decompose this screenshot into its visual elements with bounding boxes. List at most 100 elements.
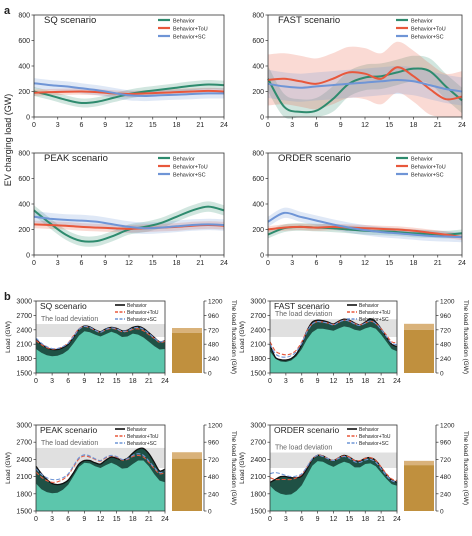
x-tick-label: 21 [377, 516, 385, 523]
x-tick-label: 9 [339, 260, 343, 267]
y-tick-label: 1800 [16, 491, 32, 498]
legend-label: Behavior+ToU [359, 310, 391, 316]
y-tick-label: 1500 [250, 371, 266, 378]
right-tick-label: 1200 [440, 299, 455, 306]
x-tick-label: 6 [80, 260, 84, 267]
right-axis-label: The load fluctuation (GW) [462, 431, 469, 505]
base-load-area [270, 461, 397, 511]
chart-title: ORDER scenario [278, 153, 351, 164]
x-tick-label: 18 [129, 516, 137, 523]
x-tick-label: 6 [66, 378, 70, 385]
x-tick-label: 18 [173, 122, 181, 129]
y-tick-label: 2100 [250, 474, 266, 481]
x-tick-label: 0 [32, 260, 36, 267]
y-tick-label: 2700 [250, 313, 266, 320]
x-tick-label: 0 [34, 378, 38, 385]
x-tick-label: 12 [361, 260, 369, 267]
series-line-behavior [35, 447, 166, 486]
fluctuation-bar [172, 332, 202, 373]
y-tick-label: 200 [252, 227, 264, 234]
fluctuation-bar-upper [404, 323, 434, 330]
right-tick-label: 720 [440, 327, 451, 334]
legend-label: Behavior [173, 19, 195, 25]
x-tick-label: 9 [316, 378, 320, 385]
legend-label: Behavior [411, 157, 433, 163]
y-tick-label: 400 [18, 64, 30, 71]
right-tick-label: 1200 [208, 423, 223, 430]
legend-label: Behavior+SC [359, 441, 389, 447]
fluctuation-bar [404, 329, 434, 373]
right-tick-label: 960 [208, 440, 219, 447]
panel-b-label: b [4, 291, 11, 303]
y-tick-label: 600 [18, 38, 30, 45]
legend-label: Behavior+ToU [127, 310, 159, 316]
legend-label: Behavior+SC [127, 317, 157, 323]
x-tick-label: 12 [125, 260, 133, 267]
x-tick-label: 3 [290, 122, 294, 129]
x-tick-label: 9 [82, 516, 86, 523]
x-tick-label: 15 [113, 516, 121, 523]
y-tick-label: 800 [252, 151, 264, 158]
x-tick-label: 0 [32, 122, 36, 129]
legend-label: Behavior+ToU [173, 165, 208, 171]
x-tick-label: 24 [161, 378, 169, 385]
right-tick-label: 720 [208, 457, 219, 464]
legend-label: Behavior+ToU [411, 27, 446, 33]
fluctuation-bar-upper [172, 452, 202, 459]
y-tick-label: 1500 [250, 509, 266, 516]
y-tick-label: 600 [18, 176, 30, 183]
y-tick-label: 600 [252, 176, 264, 183]
x-tick-label: 3 [50, 378, 54, 385]
right-tick-label: 1200 [440, 423, 455, 430]
x-tick-label: 0 [266, 260, 270, 267]
x-tick-label: 9 [339, 122, 343, 129]
right-tick-label: 720 [440, 457, 451, 464]
chart-title: ORDER scenario [274, 425, 339, 435]
x-tick-label: 24 [220, 260, 228, 267]
legend-label: Behavior+SC [173, 35, 206, 41]
y-tick-label: 1800 [250, 356, 266, 363]
x-tick-label: 15 [385, 260, 393, 267]
right-axis-label: The load fluctuation (GW) [230, 431, 237, 505]
y-tick-label: 1800 [16, 356, 32, 363]
fluctuation-bar-upper [404, 460, 434, 466]
base-load-area [36, 460, 165, 511]
legend-label: Behavior [411, 19, 433, 25]
y-tick-label: 3000 [16, 423, 32, 430]
legend-label: Behavior [127, 427, 147, 433]
y-axis-label: Load (GW) [239, 452, 246, 484]
right-tick-label: 960 [440, 313, 451, 320]
area-chart-order-scenario: 0 3 6 9 12 15 18 21 24150018002100240027003000Th… [239, 423, 469, 524]
line-chart-peak-scenario: 0 3 6 9 12 15 18 21 24 0 200 400 600 800 PEAK scenario… [18, 151, 228, 268]
x-tick-label: 3 [50, 516, 54, 523]
y-tick-label: 2100 [16, 342, 32, 349]
x-tick-label: 21 [434, 260, 442, 267]
x-tick-label: 6 [300, 516, 304, 523]
legend-label: Behavior+ToU [173, 27, 208, 33]
x-tick-label: 6 [66, 516, 70, 523]
fluctuation-bar [172, 458, 202, 511]
line-chart-sq-scenario: 0 3 6 9 12 15 18 21 24 0 200 400 600 800 SQ scenario Be… [18, 13, 228, 130]
y-axis-label: Load (GW) [5, 321, 12, 353]
series-line-behavior-tou [267, 225, 463, 239]
right-tick-label: 240 [440, 491, 451, 498]
series-line-behavior-sc [267, 211, 463, 239]
series-line-behavior-tou [267, 66, 463, 101]
y-tick-label: 2100 [16, 474, 32, 481]
x-tick-label: 12 [97, 516, 105, 523]
load-deviation-annotation: The load deviation [41, 440, 98, 447]
x-tick-label: 21 [196, 260, 204, 267]
y-tick-label: 0 [26, 115, 30, 122]
x-tick-label: 6 [300, 378, 304, 385]
load-deviation-annotation: The load deviation [275, 311, 332, 318]
y-tick-label: 3000 [250, 423, 266, 430]
load-deviation-annotation: The load deviation [41, 316, 98, 323]
x-tick-label: 21 [145, 378, 153, 385]
y-axis-label: Load (GW) [5, 452, 12, 484]
area-chart-sq-scenario: 0 3 6 9 12 15 18 21 24150018002100240027003000Th… [5, 299, 237, 386]
x-tick-label: 0 [268, 378, 272, 385]
base-load-area [36, 331, 165, 373]
series-line-behavior-sc [267, 78, 463, 93]
right-tick-label: 960 [440, 440, 451, 447]
